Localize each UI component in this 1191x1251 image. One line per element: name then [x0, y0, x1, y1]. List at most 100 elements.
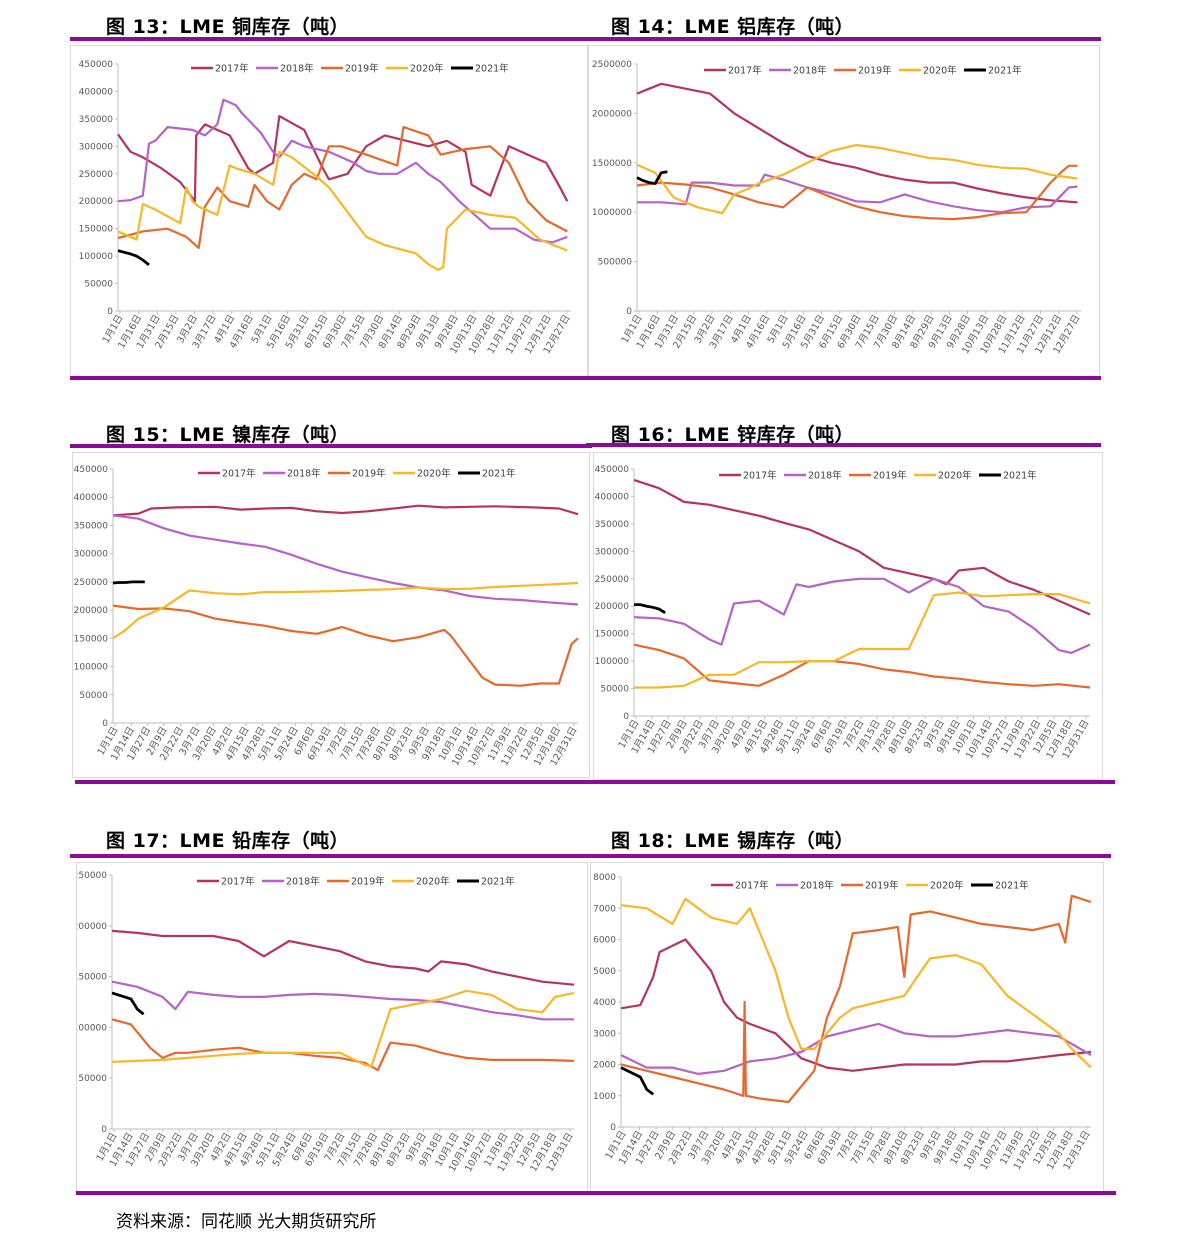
legend-label: 2021年	[995, 880, 1029, 892]
chart-svg-tin: 0100020003000400050006000700080001月1日1月1…	[593, 873, 1093, 1172]
series-line-2019	[620, 894, 1092, 1104]
series-line-2018	[637, 173, 1078, 214]
legend-label: 2018年	[287, 468, 321, 480]
y-tick-label: 7000	[593, 904, 616, 914]
y-tick-label: 450000	[79, 60, 114, 70]
y-tick-label: 100000	[77, 1023, 107, 1033]
y-tick-label: 4000	[593, 998, 616, 1008]
title-rule-nickel	[70, 444, 592, 448]
legend-label: 2020年	[923, 65, 957, 77]
y-tick-label: 0	[101, 1125, 107, 1135]
series-line-2021	[111, 991, 145, 1016]
y-tick-label: 2000000	[592, 109, 632, 119]
series-line-2018	[112, 514, 579, 606]
chart-svg-lead: 0500001000001500002000002500001月1日1月14日1…	[77, 871, 576, 1174]
series-line-2018	[633, 577, 1091, 654]
y-tick-label: 0	[623, 712, 629, 722]
legend-label: 2019年	[873, 470, 907, 482]
legend-label: 2018年	[800, 880, 834, 892]
chart-svg-nickel: 0 50000 100000 150000 200000 250000 300000 3500…	[74, 465, 580, 768]
y-tick-label: 5000	[593, 967, 616, 977]
chart-title-tin: 图 18：LME 锡库存（吨）	[611, 830, 855, 852]
series-line-2021	[117, 249, 150, 266]
y-tick-label: 450000	[595, 465, 630, 475]
chart-zinc: 0 50000 100000 150000 200000 250000 300000 3500…	[593, 452, 1103, 780]
series-line-2020	[620, 897, 1092, 1069]
legend-label: 2021年	[988, 65, 1022, 77]
title-rule-copper	[70, 37, 592, 41]
legend-label: 2017年	[215, 63, 249, 75]
bottom-rule-nickel-zinc	[75, 780, 1115, 784]
series-line-2019	[112, 604, 579, 687]
y-tick-label: 150000	[79, 225, 114, 235]
series-line-2020	[112, 581, 579, 640]
legend-label: 2020年	[416, 876, 450, 888]
chart-svg-copper: 0 50000 100000 150000 200000 250000 300000 3500…	[79, 60, 573, 356]
y-tick-label: 250000	[79, 170, 114, 180]
y-tick-label: 8000	[593, 873, 616, 883]
series-line-2017	[636, 82, 1078, 204]
y-tick-label: 50000	[79, 691, 108, 701]
y-tick-label: 200000	[79, 197, 114, 207]
y-tick-label: 0	[102, 719, 108, 729]
series-line-2018	[117, 98, 568, 244]
y-tick-label: 300000	[79, 142, 114, 152]
bottom-rule-lead-tin	[76, 1191, 1116, 1195]
legend-label: 2019年	[858, 65, 892, 77]
y-tick-label: 50000	[78, 1074, 107, 1084]
chart-aluminium: 0 500000 1000000 1500000 2000000 2500000 1月1日 1…	[588, 45, 1100, 377]
chart-copper: 0 50000 100000 150000 200000 250000 300000 3500…	[70, 45, 588, 377]
y-tick-label: 150000	[595, 630, 630, 640]
chart-title-lead: 图 17：LME 铅库存（吨）	[106, 830, 350, 852]
legend-label: 2021年	[482, 468, 516, 480]
y-tick-label: 50000	[84, 280, 113, 290]
legend-label: 2019年	[351, 876, 385, 888]
series-line-2020	[634, 591, 1091, 689]
legend-label: 2018年	[280, 63, 314, 75]
legend-label: 2019年	[865, 880, 899, 892]
y-tick-label: 100000	[74, 663, 109, 673]
title-rule-aluminium	[586, 37, 1101, 41]
y-tick-label: 2500000	[592, 60, 632, 70]
y-tick-label: 6000	[593, 936, 616, 946]
legend-label: 2018年	[793, 65, 827, 77]
legend-label: 2020年	[417, 468, 451, 480]
y-tick-label: 100000	[595, 657, 630, 667]
series-line-2021	[636, 170, 668, 185]
chart-svg-aluminium: 050000010000001500000200000025000001月1日1…	[592, 60, 1083, 356]
y-tick-label: 400000	[595, 492, 630, 502]
y-tick-label: 3000	[593, 1029, 616, 1039]
y-tick-label: 400000	[79, 87, 114, 97]
y-tick-label: 1500000	[592, 159, 632, 169]
y-tick-label: 450000	[74, 465, 109, 475]
y-tick-label: 350000	[74, 521, 109, 531]
y-tick-label: 350000	[79, 115, 114, 125]
series-line-2021	[634, 603, 666, 614]
y-tick-label: 500000	[598, 258, 633, 268]
series-line-2019	[117, 125, 568, 249]
legend-label: 2017年	[222, 468, 256, 480]
legend-label: 2019年	[345, 63, 379, 75]
series-line-2017	[620, 938, 1092, 1072]
series-line-2018	[111, 980, 574, 1021]
y-tick-label: 250000	[74, 578, 109, 588]
title-rule-lead	[70, 854, 1111, 858]
legend-label: 2021年	[481, 876, 515, 888]
y-tick-label: 150000	[74, 634, 109, 644]
title-rule-zinc	[586, 443, 1101, 447]
chart-nickel: 0 50000 100000 150000 200000 250000 300000 3500…	[72, 452, 590, 778]
y-tick-label: 300000	[74, 550, 109, 560]
series-line-2021	[620, 1066, 655, 1096]
series-line-2019	[633, 643, 1091, 689]
y-tick-label: 50000	[600, 685, 629, 695]
series-line-2017	[633, 478, 1091, 616]
legend-label: 2017年	[728, 65, 762, 77]
chart-title-nickel: 图 15：LME 镍库存（吨）	[106, 424, 350, 446]
y-tick-label: 200000	[77, 922, 107, 932]
series-line-2020	[111, 989, 575, 1068]
y-tick-label: 0	[626, 307, 632, 317]
y-tick-label: 1000	[593, 1092, 616, 1102]
bottom-rule-aluminium	[586, 376, 1101, 380]
series-line-2019	[636, 164, 1078, 221]
chart-title-copper: 图 13：LME 铜库存（吨）	[106, 16, 350, 38]
